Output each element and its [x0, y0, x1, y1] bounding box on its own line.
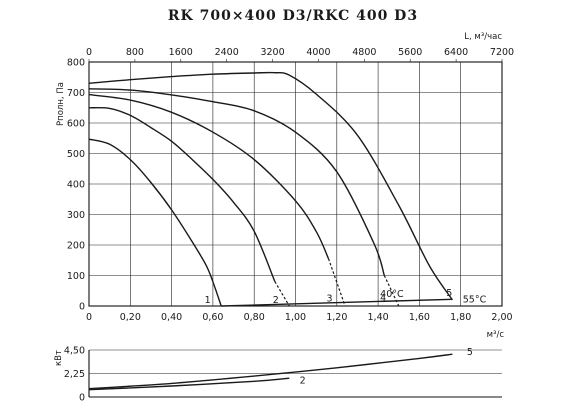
curve-annotation: 55°C: [463, 295, 487, 306]
y-tick-label: 0: [79, 302, 85, 313]
x2-tick-label: 1600: [169, 47, 193, 58]
curve-annotation: 2: [273, 295, 279, 306]
power-y-axis-label: кВт: [54, 350, 64, 366]
curve-4: [88, 88, 385, 276]
x-axis-label: м³/с: [487, 330, 505, 340]
x-tick-label: 0: [86, 312, 92, 323]
power-curve-5: [88, 353, 453, 390]
x2-tick-label: 0: [86, 47, 92, 58]
main-curves: [88, 71, 453, 307]
power-curve-annotation: 5: [467, 347, 473, 358]
x2-axis-label: L, м³/час: [464, 32, 502, 42]
x-tick-label: 1,20: [326, 312, 347, 323]
x2-tick-label: 2400: [215, 47, 239, 58]
power-curve-2: [88, 377, 290, 391]
x2-tick-label: 4800: [352, 47, 376, 58]
curve-annotation: 40°C: [380, 289, 404, 300]
curve-3: [88, 93, 330, 259]
curve-1: [88, 138, 222, 307]
x-tick-label: 1,60: [409, 312, 430, 323]
y-tick-label: 700: [67, 88, 85, 99]
power-y-tick-label: 4,50: [64, 346, 85, 357]
x-tick-label: 0,40: [161, 312, 182, 323]
x2-tick-label: 3200: [260, 47, 284, 58]
x2-tick-label: 5600: [398, 47, 422, 58]
y-axis-label: Pполн, Па: [56, 82, 66, 126]
x2-tick-label: 6400: [444, 47, 468, 58]
curve-2: [88, 106, 276, 282]
curve-3-extension: [327, 258, 346, 307]
x-tick-label: 1,40: [368, 312, 389, 323]
curve-annotation: 3: [326, 294, 332, 305]
main-grid: 0 0,20 0,40 0,60 0,80 1,00 1,20 1,40 1,60 1,80 2,0…: [56, 32, 514, 340]
y-tick-label: 300: [67, 210, 85, 221]
power-y-tick-label: 2,25: [64, 369, 85, 380]
x2-tick-label: 7200: [490, 47, 514, 58]
curve-annotation: 1: [205, 295, 211, 306]
x-tick-label: 1,80: [450, 312, 471, 323]
main-labels: 1 2 3 4 5 40°C 55°C: [205, 288, 487, 306]
y-tick-label: 200: [67, 241, 85, 252]
curve-annotation: 5: [446, 288, 452, 299]
chart-title: RK 700×400 D3/RKC 400 D3: [168, 8, 418, 24]
curve-5: [88, 71, 453, 301]
y-tick-label: 500: [67, 149, 85, 160]
temperature-limit-line: [221, 298, 453, 307]
curve-annotation: 4: [380, 293, 386, 304]
x2-tick-label: 800: [126, 47, 144, 58]
power-y-tick-label: 0: [79, 393, 85, 404]
x-tick-label: 1,00: [285, 312, 306, 323]
y-tick-label: 100: [67, 271, 85, 282]
y-tick-label: 400: [67, 180, 85, 191]
x-tick-label: 2,00: [491, 312, 512, 323]
x-tick-label: 0,80: [244, 312, 265, 323]
x-tick-label: 0,60: [202, 312, 223, 323]
x2-tick-label: 4000: [306, 47, 330, 58]
y-tick-label: 800: [67, 58, 85, 69]
curve-2-extension: [274, 281, 290, 307]
y-tick-label: 600: [67, 119, 85, 130]
power-curve-annotation: 2: [300, 375, 306, 386]
x-tick-label: 0,20: [120, 312, 141, 323]
